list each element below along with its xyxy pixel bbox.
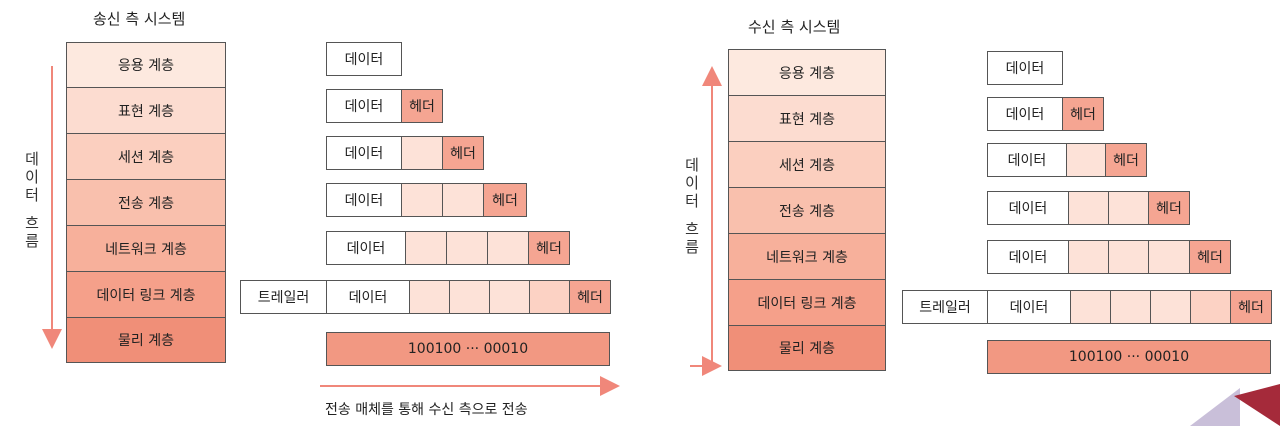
sender-layer-presentation: 표현 계층 bbox=[66, 87, 226, 134]
sender-layer-application: 응용 계층 bbox=[66, 42, 226, 88]
receiver-title: 수신 측 시스템 bbox=[748, 18, 841, 36]
packet-padding bbox=[1108, 240, 1149, 274]
packet-padding bbox=[1108, 191, 1149, 225]
packet-padding bbox=[1190, 290, 1231, 324]
packet-padding bbox=[401, 183, 443, 217]
packet-data: 데이터 bbox=[326, 231, 406, 265]
packet-padding bbox=[1148, 240, 1190, 274]
packet-bits: 100100 ··· 00010 bbox=[987, 340, 1271, 374]
packet-header: 헤더 bbox=[483, 183, 527, 217]
packet-header: 헤더 bbox=[1148, 191, 1190, 225]
packet-header: 헤더 bbox=[1230, 290, 1272, 324]
sender-layer-physical: 물리 계층 bbox=[66, 317, 226, 363]
packet-trailer: 트레일러 bbox=[902, 290, 988, 324]
packet-data: 데이터 bbox=[987, 143, 1067, 177]
packet-data: 데이터 bbox=[987, 240, 1069, 274]
packet-padding bbox=[442, 183, 484, 217]
packet-header: 헤더 bbox=[401, 89, 443, 123]
sender-layer-transport: 전송 계층 bbox=[66, 179, 226, 226]
receiver-layer-application: 응용 계층 bbox=[728, 49, 886, 96]
packet-trailer: 트레일러 bbox=[240, 280, 327, 314]
packet-data: 데이터 bbox=[326, 89, 402, 123]
transmission-caption: 전송 매체를 통해 수신 측으로 전송 bbox=[325, 402, 528, 418]
packet-padding bbox=[449, 280, 490, 314]
packet-data: 데이터 bbox=[326, 280, 410, 314]
receiver-layer-physical: 물리 계층 bbox=[728, 325, 886, 371]
receiver-layer-datalink: 데이터 링크 계층 bbox=[728, 279, 886, 326]
packet-header: 헤더 bbox=[528, 231, 570, 265]
packet-padding bbox=[1070, 290, 1111, 324]
receiver-layer-presentation: 표현 계층 bbox=[728, 95, 886, 142]
sender-flow-label: 데 이 터 흐 름 bbox=[25, 150, 39, 250]
receiver-layer-transport: 전송 계층 bbox=[728, 187, 886, 234]
packet-data: 데이터 bbox=[987, 290, 1071, 324]
receiver-layer-network: 네트워크 계층 bbox=[728, 233, 886, 280]
packet-header: 헤더 bbox=[569, 280, 611, 314]
packet-padding bbox=[1110, 290, 1151, 324]
sender-layer-session: 세션 계층 bbox=[66, 133, 226, 180]
packet-data: 데이터 bbox=[987, 97, 1063, 131]
packet-padding bbox=[405, 231, 447, 265]
receiver-layer-session: 세션 계층 bbox=[728, 141, 886, 188]
sender-title: 송신 측 시스템 bbox=[93, 10, 186, 28]
packet-padding bbox=[1066, 143, 1106, 177]
packet-padding bbox=[446, 231, 488, 265]
packet-header: 헤더 bbox=[442, 136, 484, 170]
packet-padding bbox=[1150, 290, 1191, 324]
packet-data: 데이터 bbox=[326, 136, 402, 170]
packet-bits: 100100 ··· 00010 bbox=[326, 332, 610, 366]
packet-padding bbox=[401, 136, 443, 170]
packet-padding bbox=[1068, 191, 1109, 225]
packet-data: 데이터 bbox=[326, 42, 402, 76]
packet-header: 헤더 bbox=[1062, 97, 1104, 131]
corner-decoration bbox=[1190, 384, 1280, 426]
packet-padding bbox=[529, 280, 570, 314]
packet-padding bbox=[489, 280, 530, 314]
packet-data: 데이터 bbox=[987, 191, 1069, 225]
packet-data: 데이터 bbox=[326, 183, 402, 217]
packet-data: 데이터 bbox=[987, 51, 1063, 85]
packet-header: 헤더 bbox=[1189, 240, 1231, 274]
packet-padding bbox=[409, 280, 450, 314]
receiver-flow-label: 데 이 터 흐 름 bbox=[685, 156, 699, 256]
packet-padding bbox=[1068, 240, 1109, 274]
packet-padding bbox=[487, 231, 529, 265]
packet-header: 헤더 bbox=[1105, 143, 1147, 177]
sender-layer-network: 네트워크 계층 bbox=[66, 225, 226, 272]
sender-layer-datalink: 데이터 링크 계층 bbox=[66, 271, 226, 318]
